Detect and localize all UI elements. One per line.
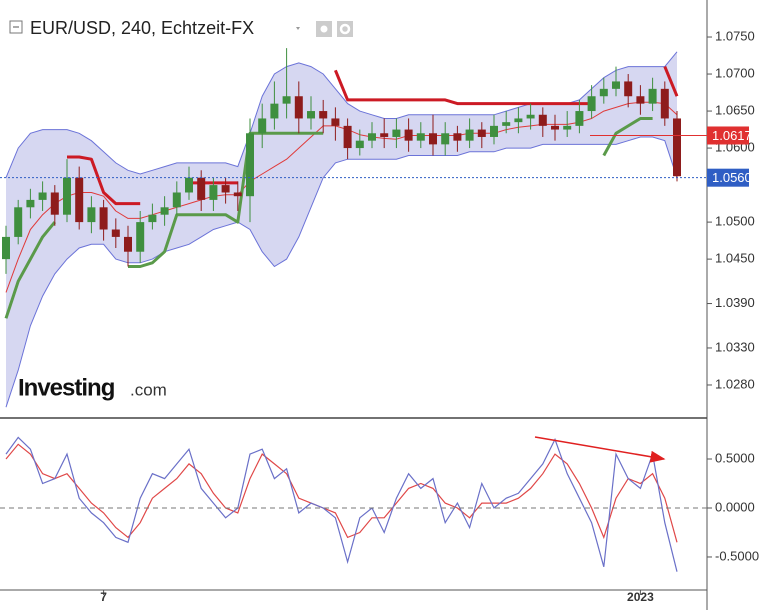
- candle-body: [465, 129, 474, 141]
- candle-body: [319, 111, 328, 119]
- candle-body: [209, 185, 218, 200]
- candle-body: [38, 192, 47, 200]
- bollinger-band-fill: [6, 51, 677, 408]
- candle-body: [75, 177, 84, 223]
- candle-body: [136, 222, 145, 252]
- candle-body: [624, 81, 633, 97]
- candle-body: [660, 88, 669, 119]
- candle-body: [453, 133, 462, 141]
- candle-body: [526, 114, 535, 119]
- candle-body: [258, 118, 267, 134]
- trend-arrow: [534, 436, 666, 463]
- gear-icon: [339, 23, 351, 35]
- candle-body: [612, 81, 620, 89]
- y-tick-label: 1.0650: [715, 102, 755, 117]
- candle-body: [14, 207, 23, 237]
- settings-button[interactable]: [337, 21, 353, 37]
- y-tick-label: 1.0390: [715, 295, 755, 310]
- candle-body: [26, 199, 35, 208]
- candle-body: [172, 192, 181, 208]
- plot-area: [2, 48, 681, 572]
- candle-body: [551, 125, 559, 130]
- candle-body: [441, 133, 450, 145]
- candle-body: [307, 111, 315, 119]
- y-tick-label: 1.0500: [715, 214, 755, 229]
- candle-body: [233, 192, 242, 197]
- chart-title: EUR/USD, 240, Echtzeit-FX: [30, 18, 254, 38]
- candle-body: [246, 133, 254, 197]
- watermark-suffix: .com: [130, 380, 167, 399]
- y-tick-label: -0.5000: [715, 548, 759, 563]
- candle-body: [538, 114, 547, 126]
- candle-body: [343, 125, 352, 149]
- candle-body: [331, 118, 340, 126]
- candle-body: [380, 133, 389, 137]
- oscillator-line: [5, 436, 678, 572]
- y-tick-label: 1.0750: [715, 28, 755, 43]
- candle-body: [87, 207, 96, 223]
- bollinger-lower: [5, 136, 678, 408]
- candle-body: [563, 125, 572, 130]
- oscillator-line: [5, 443, 678, 543]
- candle-body: [294, 96, 303, 119]
- price-marker-label: 1.0560: [712, 170, 752, 185]
- y-tick-label: 0.5000: [715, 450, 755, 465]
- candle-body: [63, 177, 71, 215]
- candle-body: [648, 88, 657, 104]
- candle-body: [148, 214, 157, 223]
- candle-body: [429, 133, 437, 145]
- candle-body: [197, 177, 206, 200]
- candle-body: [416, 133, 425, 141]
- candle-body: [490, 125, 498, 137]
- candle-body: [221, 185, 230, 193]
- y-tick-label: 1.0450: [715, 251, 755, 266]
- candle-body: [636, 96, 645, 104]
- candle-body: [270, 103, 279, 119]
- y-tick-label: 1.0700: [715, 65, 755, 80]
- candle-body: [111, 229, 120, 237]
- candle-body: [392, 129, 401, 137]
- eye-icon: [320, 25, 328, 33]
- y-tick-label: 1.0280: [715, 376, 755, 391]
- price-marker: [707, 168, 749, 187]
- x-tick-label: 2023: [627, 590, 654, 604]
- candle-body: [514, 118, 523, 123]
- watermark-brand: Investing: [18, 374, 115, 401]
- dropdown-icon[interactable]: [296, 27, 300, 30]
- x-tick-label: 7: [100, 590, 107, 604]
- candle-body: [185, 177, 193, 193]
- candle-body: [575, 111, 584, 126]
- indicator-line: [4, 117, 653, 319]
- candle-body: [502, 122, 511, 126]
- candle-body: [368, 133, 376, 141]
- candle-body: [673, 118, 681, 177]
- candle-body: [599, 88, 608, 97]
- price-marker-label: 1.0617: [712, 128, 752, 143]
- candle-body: [404, 129, 413, 141]
- indicator-line: [5, 101, 678, 293]
- candle-body: [50, 192, 59, 215]
- y-tick-label: 1.0330: [715, 339, 755, 354]
- candle-body: [2, 236, 10, 260]
- candle-body: [587, 96, 596, 112]
- candle-body: [160, 207, 169, 215]
- candle-body: [282, 96, 291, 104]
- candle-body: [124, 236, 132, 252]
- y-tick-label: 0.0000: [715, 499, 755, 514]
- candle-body: [477, 129, 486, 137]
- candle-body: [99, 207, 108, 230]
- candle-body: [355, 140, 364, 149]
- price-marker: [707, 126, 749, 145]
